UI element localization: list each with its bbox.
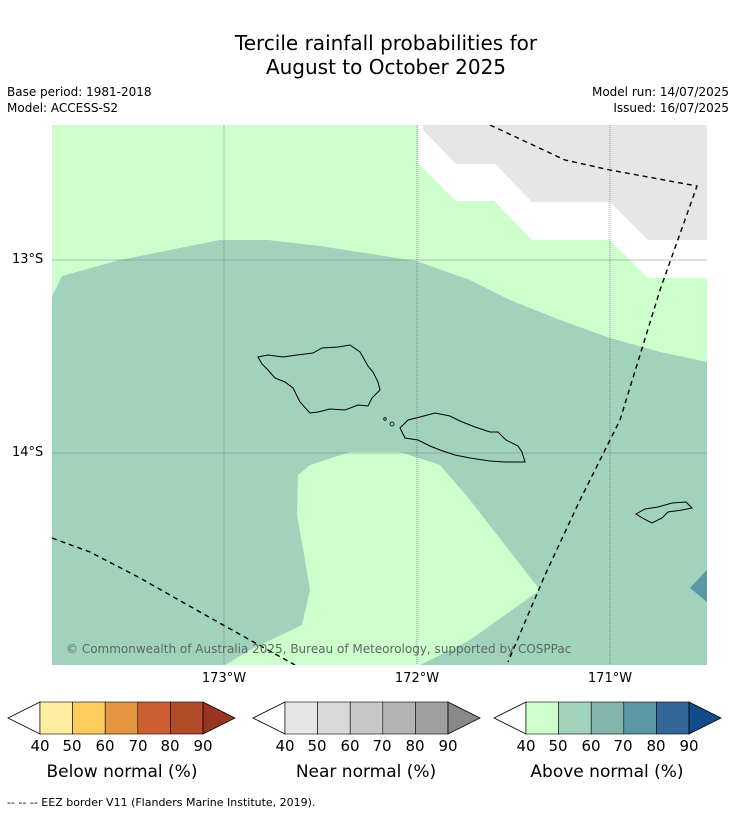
colorbar-cell (72, 701, 106, 735)
graticule (223, 125, 611, 665)
colorbar-cell (284, 701, 318, 735)
tick-label: 90 (438, 737, 458, 755)
colorbar-cell (382, 701, 416, 735)
tick-label: 90 (193, 737, 213, 755)
tick-label: 80 (160, 737, 180, 755)
colorbar-cell (525, 701, 559, 735)
colorbar-above-title: Above normal (%) (530, 762, 684, 782)
lon-label-171w: 171°W (587, 671, 633, 686)
lon-label-173w: 173°W (201, 671, 247, 686)
colorbar-cell (317, 701, 351, 735)
meta-left: Base period: 1981-2018 Model: ACCESS-S2 (7, 84, 152, 116)
colorbar-cell (415, 701, 449, 735)
island-savaii (257, 344, 381, 414)
tick-label: 60 (581, 737, 601, 755)
colorbar-extend-low (252, 701, 286, 735)
colorbar-extend-high (688, 701, 722, 735)
colorbar-cell (590, 701, 625, 735)
island-upolu (399, 412, 526, 463)
tick-label: 60 (340, 737, 360, 755)
colorbar-cell (558, 701, 592, 735)
lat-label-14s: 14°S (12, 445, 44, 460)
tick-label: 90 (679, 737, 699, 755)
tick-label: 70 (372, 737, 392, 755)
tick-label: 70 (128, 737, 148, 755)
tick-label: 70 (613, 737, 633, 755)
forecast-map (52, 125, 707, 665)
tick-label: 40 (516, 737, 536, 755)
colorbar-cell (623, 701, 657, 735)
colorbar-below (7, 701, 236, 735)
colorbar-cell (104, 701, 139, 735)
tick-label: 50 (548, 737, 568, 755)
colorbar-extend-high (447, 701, 481, 735)
colorbar-cell (349, 701, 384, 735)
issued-date: Issued: 16/07/2025 (613, 101, 729, 115)
lat-label-13s: 13°S (12, 252, 44, 267)
tick-label: 60 (95, 737, 115, 755)
island-tutuila (635, 501, 694, 524)
colorbar-extend-low (493, 701, 527, 735)
colorbar-above (493, 701, 722, 735)
tick-label: 80 (405, 737, 425, 755)
lon-label-172w: 172°W (394, 671, 440, 686)
colorbar-cell (170, 701, 204, 735)
colorbar-extend-high (202, 701, 236, 735)
colorbar-near-title: Near normal (%) (295, 762, 437, 782)
colorbar-near (252, 701, 481, 735)
tick-label: 50 (62, 737, 82, 755)
tick-label: 40 (30, 737, 50, 755)
colorbar-below-title: Below normal (%) (46, 762, 198, 782)
region-near-40-50 (423, 125, 707, 240)
tick-label: 40 (275, 737, 295, 755)
eez-border (52, 125, 698, 665)
base-period: Base period: 1981-2018 (7, 85, 152, 99)
colorbar-cell (39, 701, 73, 735)
model-run: Model run: 14/07/2025 (591, 85, 729, 99)
model-name: Model: ACCESS-S2 (7, 101, 119, 115)
region-above-50-60 (52, 240, 707, 665)
meta-right: Model run: 14/07/2025 Issued: 16/07/2025 (592, 84, 729, 116)
region-above-70-80 (690, 570, 707, 602)
tick-label: 50 (307, 737, 327, 755)
title-line-2: August to October 2025 (265, 55, 507, 79)
colorbar-extend-low (7, 701, 41, 735)
title-line-1: Tercile rainfall probabilities for (234, 31, 538, 55)
eez-footnote: -- -- -- EEZ border V11 (Flanders Marine… (7, 796, 316, 809)
copyright-notice: © Commonwealth of Australia 2025, Bureau… (66, 642, 572, 656)
tick-label: 80 (646, 737, 666, 755)
colorbar-cell (656, 701, 690, 735)
colorbar-cell (137, 701, 171, 735)
